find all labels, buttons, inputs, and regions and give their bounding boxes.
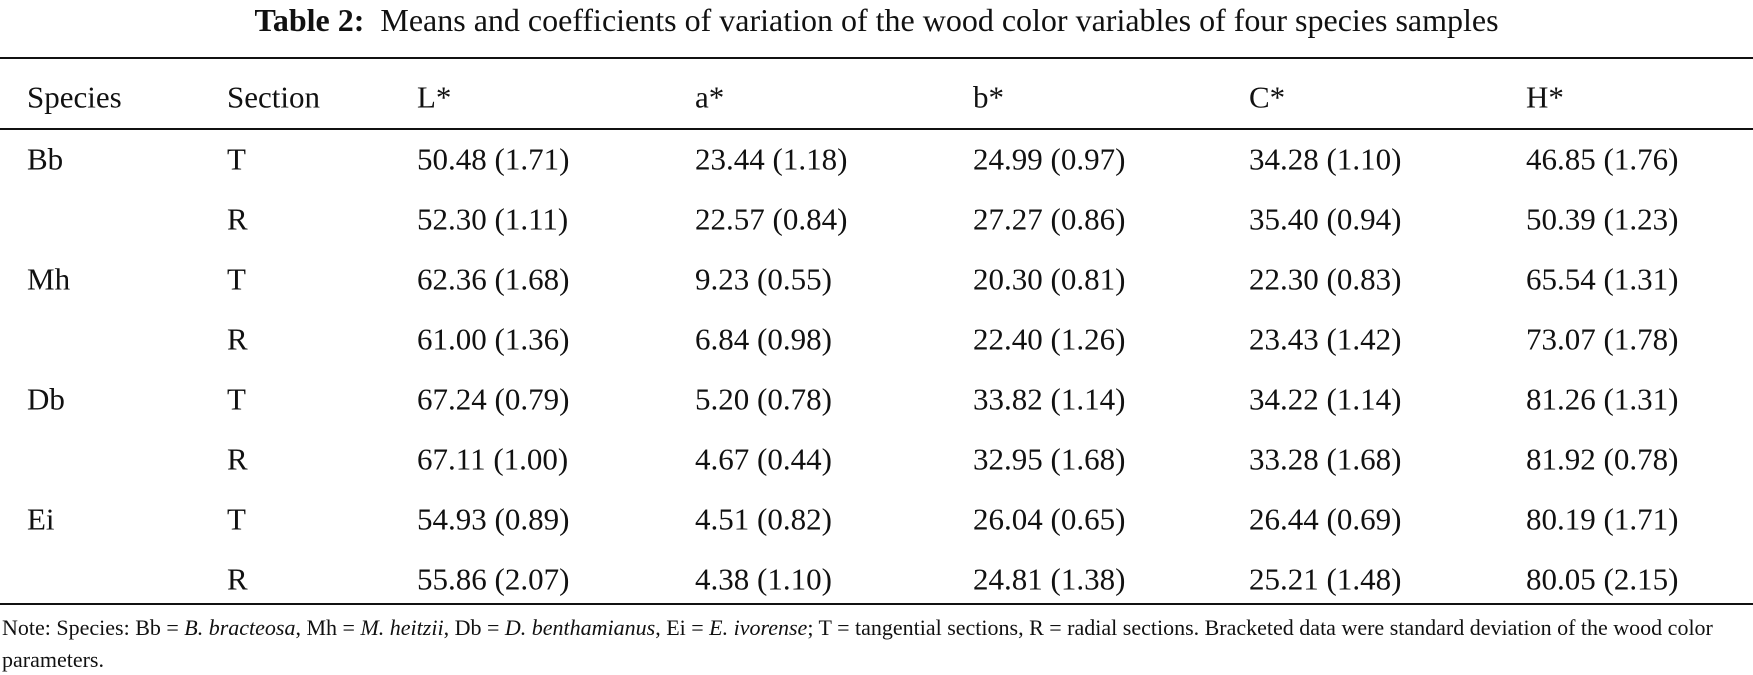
value-cell: 22.30 (0.83) <box>1249 261 1402 297</box>
value-cell: 54.93 (0.89) <box>417 501 570 537</box>
value-cell: 5.20 (0.78) <box>695 381 832 417</box>
value-cell: 81.92 (0.78) <box>1526 441 1679 477</box>
section-cell: T <box>227 261 246 297</box>
value-cell: 81.26 (1.31) <box>1526 381 1679 417</box>
value-cell: 80.19 (1.71) <box>1526 501 1679 537</box>
section-cell: R <box>227 561 248 597</box>
value-cell: 24.99 (0.97) <box>973 141 1126 177</box>
column-header: a* <box>695 79 725 115</box>
value-cell: 25.21 (1.48) <box>1249 561 1402 597</box>
value-cell: 23.43 (1.42) <box>1249 321 1402 357</box>
section-cell: T <box>227 141 246 177</box>
note-text: Note: Species: Bb = <box>2 615 185 640</box>
value-cell: 55.86 (2.07) <box>417 561 570 597</box>
note-species: B. bracteosa <box>184 615 296 640</box>
section-cell: R <box>227 441 248 477</box>
value-cell: 50.48 (1.71) <box>417 141 570 177</box>
note-text: ; T = tangential sections, R = radial se… <box>2 615 1713 672</box>
note-text: , Db = <box>443 615 505 640</box>
value-cell: 34.22 (1.14) <box>1249 381 1402 417</box>
value-cell: 61.00 (1.36) <box>417 321 570 357</box>
value-cell: 33.28 (1.68) <box>1249 441 1402 477</box>
table-note: Note: Species: Bb = B. bracteosa, Mh = M… <box>2 612 1751 675</box>
value-cell: 4.51 (0.82) <box>695 501 832 537</box>
section-cell: R <box>227 201 248 237</box>
species-cell: Ei <box>27 501 55 537</box>
column-header: H* <box>1526 79 1564 115</box>
value-cell: 23.44 (1.18) <box>695 141 848 177</box>
caption-label: Table 2: <box>254 2 365 38</box>
column-header: b* <box>973 79 1004 115</box>
value-cell: 26.04 (0.65) <box>973 501 1126 537</box>
value-cell: 35.40 (0.94) <box>1249 201 1402 237</box>
column-header: L* <box>417 79 452 115</box>
section-cell: T <box>227 381 246 417</box>
value-cell: 80.05 (2.15) <box>1526 561 1679 597</box>
note-text: , Ei = <box>655 615 710 640</box>
value-cell: 52.30 (1.11) <box>417 201 569 237</box>
value-cell: 22.57 (0.84) <box>695 201 848 237</box>
column-header: Species <box>27 79 122 115</box>
note-species: E. ivorense <box>709 615 808 640</box>
bottom-rule <box>0 603 1753 605</box>
value-cell: 27.27 (0.86) <box>973 201 1126 237</box>
section-cell: R <box>227 321 248 357</box>
value-cell: 62.36 (1.68) <box>417 261 570 297</box>
value-cell: 73.07 (1.78) <box>1526 321 1679 357</box>
value-cell: 33.82 (1.14) <box>973 381 1126 417</box>
section-cell: T <box>227 501 246 537</box>
value-cell: 9.23 (0.55) <box>695 261 832 297</box>
header-rule <box>0 128 1753 130</box>
column-header: C* <box>1249 79 1286 115</box>
value-cell: 65.54 (1.31) <box>1526 261 1679 297</box>
value-cell: 34.28 (1.10) <box>1249 141 1402 177</box>
top-rule <box>0 57 1753 59</box>
value-cell: 22.40 (1.26) <box>973 321 1126 357</box>
species-cell: Bb <box>27 141 64 177</box>
value-cell: 6.84 (0.98) <box>695 321 832 357</box>
value-cell: 67.11 (1.00) <box>417 441 569 477</box>
value-cell: 4.38 (1.10) <box>695 561 832 597</box>
column-header: Section <box>227 79 320 115</box>
value-cell: 20.30 (0.81) <box>973 261 1126 297</box>
table-caption: Table 2: Means and coefficients of varia… <box>0 4 1753 36</box>
species-cell: Db <box>27 381 65 417</box>
species-cell: Mh <box>27 261 71 297</box>
value-cell: 24.81 (1.38) <box>973 561 1126 597</box>
value-cell: 26.44 (0.69) <box>1249 501 1402 537</box>
note-species: D. benthamianus <box>504 615 656 640</box>
value-cell: 32.95 (1.68) <box>973 441 1126 477</box>
value-cell: 46.85 (1.76) <box>1526 141 1679 177</box>
value-cell: 50.39 (1.23) <box>1526 201 1679 237</box>
note-species: M. heitzii <box>360 615 444 640</box>
value-cell: 67.24 (0.79) <box>417 381 570 417</box>
note-text: , Mh = <box>295 615 361 640</box>
value-cell: 4.67 (0.44) <box>695 441 832 477</box>
caption-text: Means and coefficients of variation of t… <box>380 2 1499 38</box>
